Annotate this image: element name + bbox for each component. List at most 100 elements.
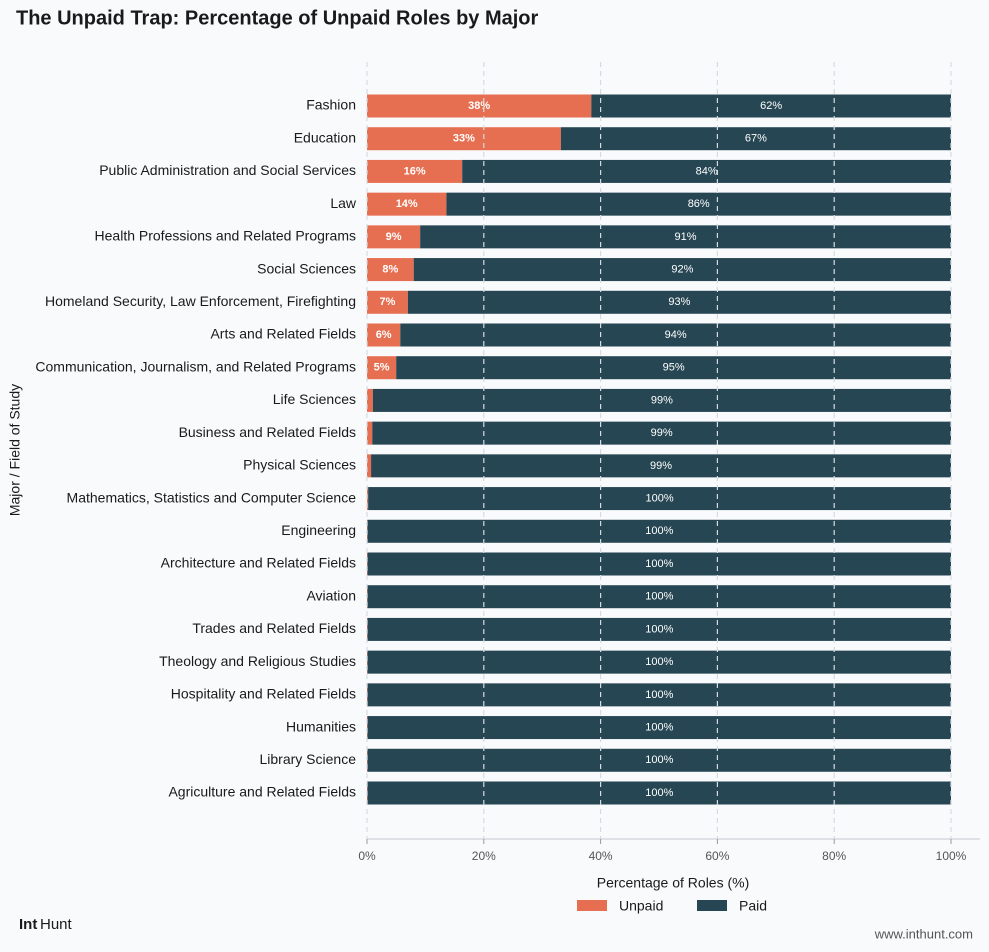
- data-label: 38%: [468, 100, 490, 112]
- data-label: 7%: [379, 296, 395, 308]
- y-tick-label: Library Science: [260, 751, 357, 767]
- y-tick-label: Physical Sciences: [243, 457, 356, 473]
- bar-segment: [368, 487, 952, 511]
- data-label: 5%: [374, 362, 390, 374]
- bar-segment: [367, 519, 952, 543]
- data-label: 100%: [645, 689, 673, 701]
- legend-swatch: [577, 900, 607, 911]
- y-tick-label: Public Administration and Social Service…: [99, 162, 356, 178]
- data-label: 100%: [645, 591, 673, 603]
- x-tick-label: 0%: [358, 849, 376, 863]
- y-tick-label: Architecture and Related Fields: [161, 555, 356, 571]
- bar-segment: [367, 552, 952, 576]
- bar-segment: [371, 454, 951, 478]
- bar-segment: [367, 258, 414, 282]
- data-label: 99%: [651, 427, 673, 439]
- bar-segment: [367, 617, 952, 641]
- legend-label: Unpaid: [619, 898, 663, 914]
- data-label: 100%: [645, 525, 673, 537]
- chart-title: The Unpaid Trap: Percentage of Unpaid Ro…: [16, 7, 539, 29]
- data-label: 93%: [668, 296, 690, 308]
- y-tick-label: Agriculture and Related Fields: [168, 784, 356, 800]
- bar-segment: [372, 388, 952, 412]
- data-label: 94%: [665, 329, 687, 341]
- y-tick-label: Business and Related Fields: [179, 424, 356, 440]
- data-label: 6%: [376, 329, 392, 341]
- data-label: 92%: [671, 263, 693, 275]
- x-tick-label: 20%: [472, 849, 496, 863]
- bar-segment: [367, 585, 952, 609]
- y-axis-label: Major / Field of Study: [7, 384, 23, 516]
- y-tick-label: Health Professions and Related Programs: [95, 228, 356, 244]
- bar-segment: [367, 748, 368, 772]
- data-label: 67%: [745, 133, 767, 145]
- bar-segment: [560, 127, 951, 151]
- y-tick-label: Education: [294, 129, 356, 145]
- data-label: 14%: [396, 198, 418, 210]
- bar-segment: [407, 290, 951, 314]
- bar-segment: [367, 127, 561, 151]
- y-tick-label: Mathematics, Statistics and Computer Sci…: [67, 489, 357, 505]
- data-label: 16%: [404, 165, 426, 177]
- bar-segment: [367, 94, 592, 118]
- bar-segment: [367, 454, 372, 478]
- y-tick-label: Communication, Journalism, and Related P…: [35, 358, 356, 374]
- logo-text: Hunt: [40, 916, 73, 933]
- bar-segment: [591, 94, 951, 118]
- data-label: 100%: [645, 656, 673, 668]
- legend-label: Paid: [739, 898, 767, 914]
- bar-segment: [367, 748, 952, 772]
- bar-segment: [462, 159, 951, 183]
- bar-segment: [367, 421, 373, 445]
- data-label: 100%: [645, 787, 673, 799]
- bar-segment: [367, 323, 401, 347]
- y-tick-label: Aviation: [306, 587, 356, 603]
- x-tick-label: 100%: [936, 849, 967, 863]
- bar-segment: [367, 290, 408, 314]
- bar-segment: [396, 356, 951, 380]
- bar-segment: [400, 323, 952, 347]
- data-label: 99%: [651, 394, 673, 406]
- data-label: 33%: [453, 133, 475, 145]
- data-label: 8%: [382, 263, 398, 275]
- y-tick-label: Life Sciences: [273, 391, 356, 407]
- bar-segment: [413, 258, 952, 282]
- bar-segment: [372, 421, 952, 445]
- data-label: 100%: [645, 721, 673, 733]
- x-tick-label: 80%: [822, 849, 846, 863]
- website: www.inthunt.com: [874, 926, 973, 941]
- y-tick-label: Theology and Religious Studies: [159, 653, 356, 669]
- data-label: 91%: [675, 231, 697, 243]
- data-label: 100%: [645, 558, 673, 570]
- data-label: 100%: [645, 623, 673, 635]
- y-tick-label: Humanities: [286, 718, 356, 734]
- bar-segment: [420, 225, 951, 249]
- y-tick-label: Social Sciences: [257, 260, 356, 276]
- bar-segment: [367, 225, 421, 249]
- legend-swatch: [697, 900, 727, 911]
- bar-segment: [367, 781, 952, 805]
- x-tick-label: 40%: [589, 849, 613, 863]
- bar-segment: [367, 388, 373, 412]
- bar-segment: [367, 716, 952, 740]
- y-tick-label: Engineering: [281, 522, 356, 538]
- x-axis-label: Percentage of Roles (%): [597, 875, 750, 891]
- bar-segment: [367, 683, 952, 707]
- data-label: 86%: [688, 198, 710, 210]
- logo-bold: Int: [19, 916, 37, 933]
- y-tick-label: Arts and Related Fields: [210, 326, 356, 342]
- bar-segment: [367, 650, 368, 674]
- y-tick-label: Trades and Related Fields: [192, 620, 356, 636]
- data-label: 100%: [645, 754, 673, 766]
- data-label: 62%: [760, 100, 782, 112]
- bar-segment: [367, 159, 463, 183]
- data-label: 84%: [696, 165, 718, 177]
- y-tick-label: Fashion: [306, 97, 356, 113]
- bar-segment: [367, 192, 447, 216]
- bar-segment: [446, 192, 951, 216]
- bar-segment: [367, 552, 368, 576]
- y-tick-label: Law: [330, 195, 357, 211]
- y-tick-label: Hospitality and Related Fields: [171, 686, 356, 702]
- data-label: 95%: [663, 362, 685, 374]
